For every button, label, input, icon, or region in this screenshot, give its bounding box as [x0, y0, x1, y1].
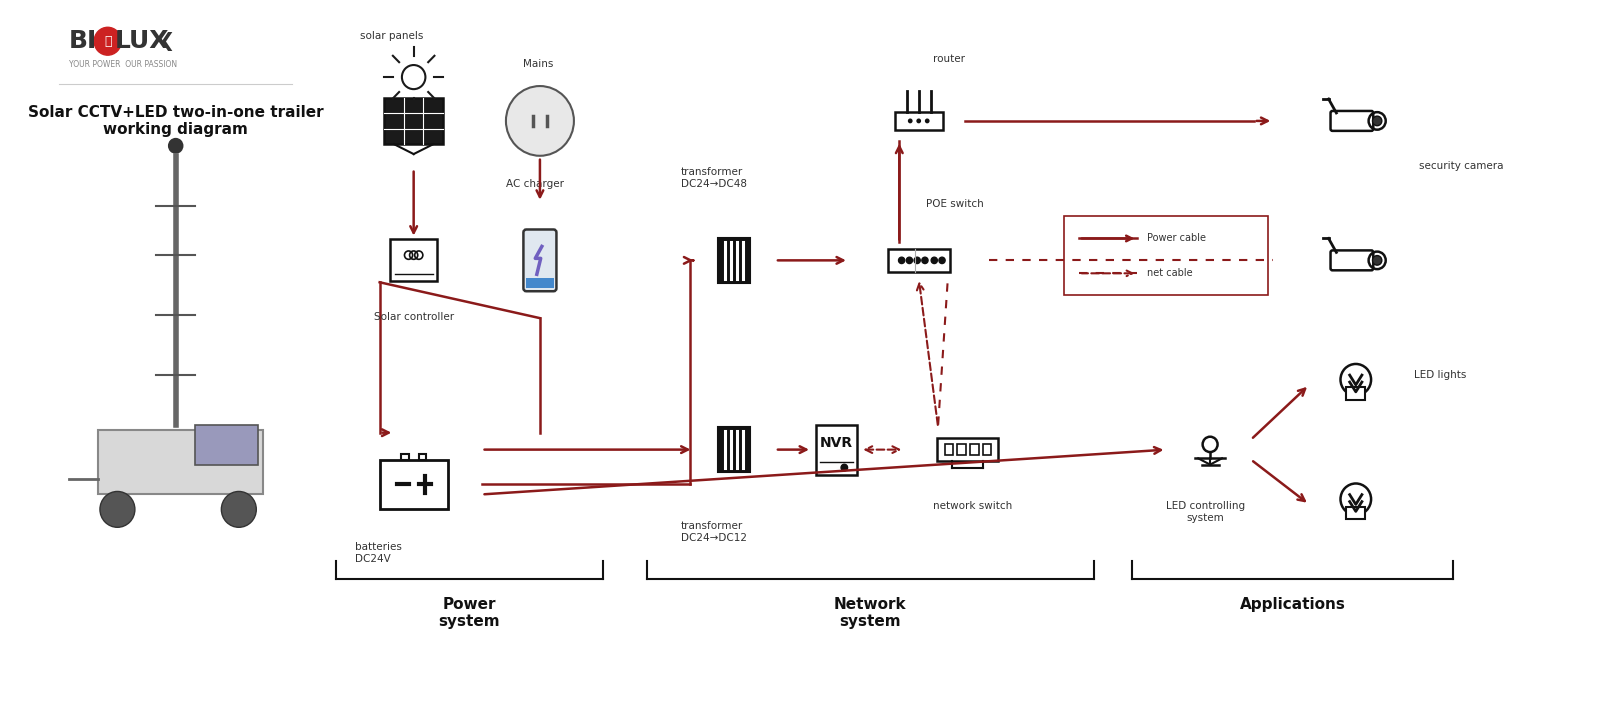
Text: batteries
DC24V: batteries DC24V — [355, 542, 402, 564]
Circle shape — [1373, 256, 1382, 265]
Circle shape — [906, 257, 912, 264]
Text: LED controlling
system: LED controlling system — [1166, 501, 1245, 523]
Circle shape — [506, 86, 574, 156]
Text: transformer
DC24→DC12: transformer DC24→DC12 — [680, 521, 747, 543]
Text: security camera: security camera — [1419, 161, 1504, 171]
Text: net cable: net cable — [1147, 269, 1192, 278]
Circle shape — [922, 257, 928, 264]
Text: ❮: ❮ — [158, 32, 174, 51]
Text: POE switch: POE switch — [926, 199, 984, 209]
Text: solar panels: solar panels — [360, 31, 424, 42]
FancyBboxPatch shape — [1346, 507, 1365, 519]
Text: NVR: NVR — [819, 436, 853, 450]
Circle shape — [917, 118, 922, 123]
FancyBboxPatch shape — [1346, 387, 1365, 400]
Text: Mains: Mains — [523, 59, 554, 69]
Text: Network
system: Network system — [834, 597, 907, 630]
Text: network switch: network switch — [933, 501, 1011, 511]
Circle shape — [94, 27, 122, 55]
FancyBboxPatch shape — [957, 444, 965, 455]
FancyBboxPatch shape — [384, 97, 443, 145]
Text: AC charger: AC charger — [506, 178, 565, 189]
FancyBboxPatch shape — [970, 444, 979, 455]
FancyBboxPatch shape — [419, 453, 426, 460]
Text: LUX: LUX — [115, 29, 170, 54]
Circle shape — [914, 257, 920, 264]
FancyBboxPatch shape — [379, 460, 448, 510]
Circle shape — [1373, 116, 1382, 125]
FancyBboxPatch shape — [1331, 111, 1373, 131]
Text: Solar CCTV+LED two-in-one trailer
working diagram: Solar CCTV+LED two-in-one trailer workin… — [27, 105, 323, 137]
FancyBboxPatch shape — [718, 427, 750, 472]
FancyBboxPatch shape — [1331, 250, 1373, 270]
FancyBboxPatch shape — [718, 238, 750, 283]
FancyBboxPatch shape — [523, 230, 557, 291]
FancyBboxPatch shape — [526, 278, 554, 288]
Text: router: router — [933, 54, 965, 64]
Circle shape — [939, 257, 946, 264]
Text: Applications: Applications — [1240, 597, 1346, 612]
FancyBboxPatch shape — [390, 240, 437, 281]
FancyBboxPatch shape — [894, 112, 942, 130]
FancyBboxPatch shape — [195, 424, 258, 465]
Circle shape — [931, 257, 938, 264]
FancyBboxPatch shape — [888, 249, 950, 271]
Text: Power
system: Power system — [438, 597, 501, 630]
FancyBboxPatch shape — [1064, 216, 1269, 295]
FancyBboxPatch shape — [944, 444, 952, 455]
Text: transformer
DC24→DC48: transformer DC24→DC48 — [680, 167, 747, 189]
Text: Solar controller: Solar controller — [373, 312, 454, 322]
Text: LED lights: LED lights — [1414, 370, 1467, 380]
Circle shape — [907, 118, 912, 123]
Text: BI: BI — [69, 29, 98, 54]
FancyBboxPatch shape — [402, 453, 410, 460]
Circle shape — [842, 465, 848, 471]
Circle shape — [99, 491, 134, 527]
Circle shape — [221, 491, 256, 527]
FancyBboxPatch shape — [936, 439, 998, 461]
Circle shape — [168, 138, 184, 154]
Circle shape — [925, 118, 930, 123]
Text: ⏻: ⏻ — [104, 35, 112, 48]
FancyBboxPatch shape — [816, 424, 856, 474]
Circle shape — [899, 257, 904, 264]
Text: YOUR POWER  OUR PASSION: YOUR POWER OUR PASSION — [69, 60, 178, 68]
FancyBboxPatch shape — [984, 444, 992, 455]
FancyBboxPatch shape — [98, 429, 262, 494]
Text: Power cable: Power cable — [1147, 233, 1206, 243]
